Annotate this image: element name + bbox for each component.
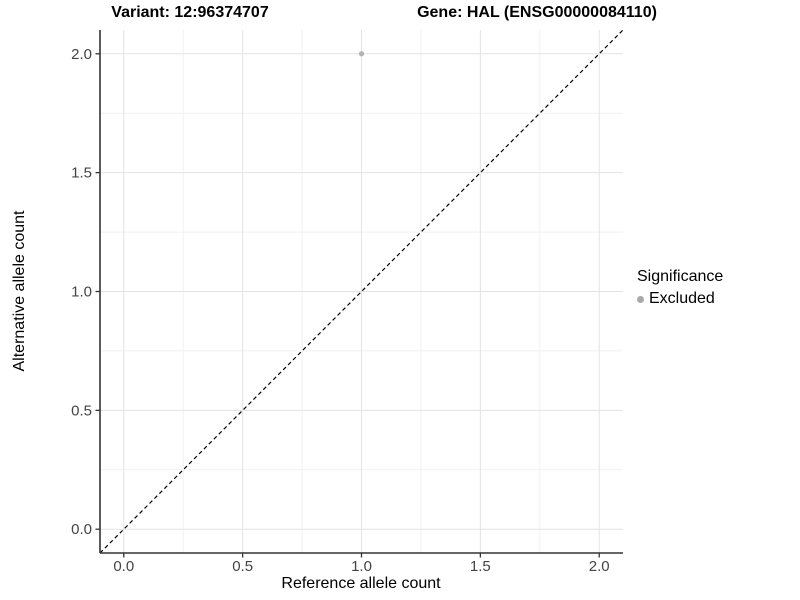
y-tick-label: 2.0: [71, 46, 92, 63]
legend-item-label: Excluded: [649, 290, 715, 307]
identity-line: [99, 29, 624, 554]
y-axis-title: Alternative allele count: [11, 210, 28, 372]
y-tick-label: 0.0: [71, 521, 92, 538]
gene-title: Gene: HAL (ENSG00000084110): [417, 4, 657, 21]
x-tick-label: 0.0: [113, 558, 134, 575]
x-tick-label: 1.0: [351, 558, 372, 575]
variant-title: Variant: 12:96374707: [111, 4, 269, 21]
x-tick-label: 0.5: [232, 558, 253, 575]
legend: Significance Excluded: [637, 267, 723, 309]
excluded-marker-icon: [637, 295, 644, 303]
data-point: [358, 51, 365, 57]
legend-item-excluded: Excluded: [637, 289, 723, 309]
y-tick-label: 0.5: [71, 402, 92, 419]
legend-title: Significance: [637, 268, 724, 285]
x-tick-label: 2.0: [589, 558, 610, 575]
x-axis-title: Reference allele count: [281, 575, 441, 592]
x-tick-label: 1.5: [470, 558, 491, 575]
y-tick-label: 1.0: [71, 284, 92, 301]
y-tick-label: 1.5: [71, 165, 92, 182]
